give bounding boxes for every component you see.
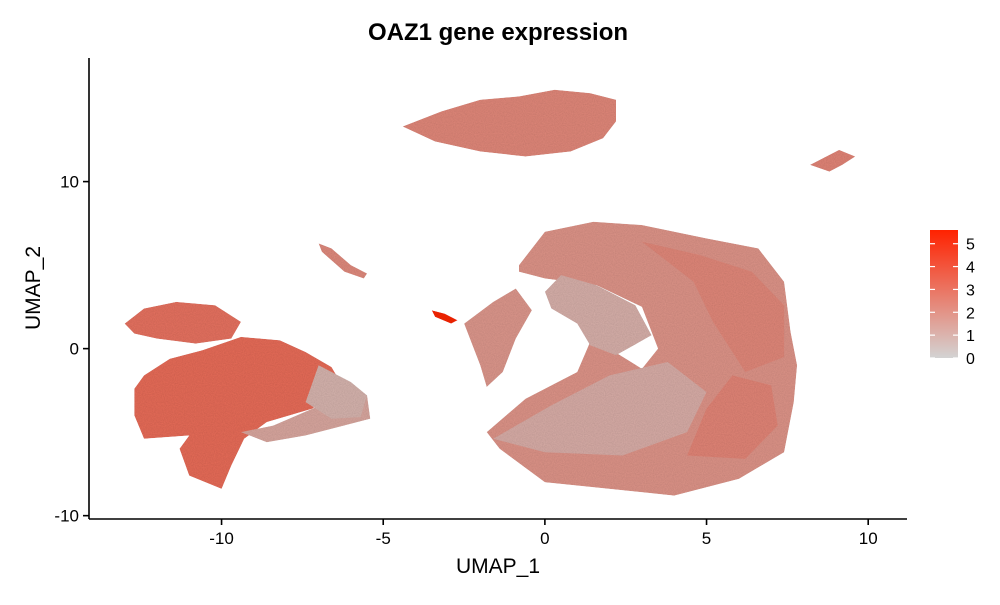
x-tick-label: 10 xyxy=(859,529,878,548)
color-legend: 0 1 2 3 4 5 xyxy=(930,230,975,368)
x-tick-label: -5 xyxy=(376,529,391,548)
color-legend-ticks: 0 1 2 3 4 5 xyxy=(930,237,975,368)
clusters-layer xyxy=(124,89,856,496)
y-tick-label: 10 xyxy=(60,173,79,192)
cell-cluster-2 xyxy=(810,149,856,172)
x-tick-label: -10 xyxy=(209,529,234,548)
cell-cluster-3 xyxy=(318,243,368,279)
legend-tick-label: 3 xyxy=(966,282,975,299)
y-tick-label: 0 xyxy=(70,340,79,359)
x-tick-label: 0 xyxy=(540,529,549,548)
cell-cluster-13 xyxy=(641,241,785,372)
cell-cluster-14 xyxy=(687,375,778,459)
cell-cluster-6 xyxy=(124,301,241,344)
legend-tick-label: 5 xyxy=(966,237,975,254)
cell-cluster-1 xyxy=(402,89,616,157)
y-tick-label: -10 xyxy=(54,507,79,526)
legend-tick-label: 4 xyxy=(966,260,975,277)
cell-cluster-12 xyxy=(493,362,707,456)
cell-cluster-11 xyxy=(544,275,652,356)
x-tick-label: 5 xyxy=(702,529,711,548)
legend-tick-label: 2 xyxy=(966,305,975,322)
y-axis-ticks: -10 0 10 xyxy=(54,173,89,526)
x-axis-ticks: -10 -5 0 5 10 xyxy=(209,519,878,548)
chart-title: OAZ1 gene expression xyxy=(368,19,628,46)
cell-cluster-5 xyxy=(464,288,532,387)
legend-tick-label: 1 xyxy=(966,328,975,345)
color-legend-bar xyxy=(930,230,958,358)
cell-cluster-7 xyxy=(134,336,345,489)
y-axis-title: UMAP_2 xyxy=(22,246,45,330)
cell-cluster-4 xyxy=(431,310,458,324)
cell-cluster-9 xyxy=(305,365,368,419)
x-axis-title: UMAP_1 xyxy=(456,555,540,578)
legend-tick-label: 0 xyxy=(966,351,975,368)
